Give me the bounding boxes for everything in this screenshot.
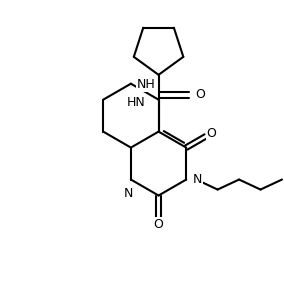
Text: O: O xyxy=(206,127,216,140)
Text: HN: HN xyxy=(127,96,145,108)
Text: N: N xyxy=(124,187,133,200)
Text: O: O xyxy=(195,88,205,101)
Text: N: N xyxy=(193,173,202,186)
Text: NH: NH xyxy=(136,78,155,91)
Text: O: O xyxy=(154,218,164,231)
